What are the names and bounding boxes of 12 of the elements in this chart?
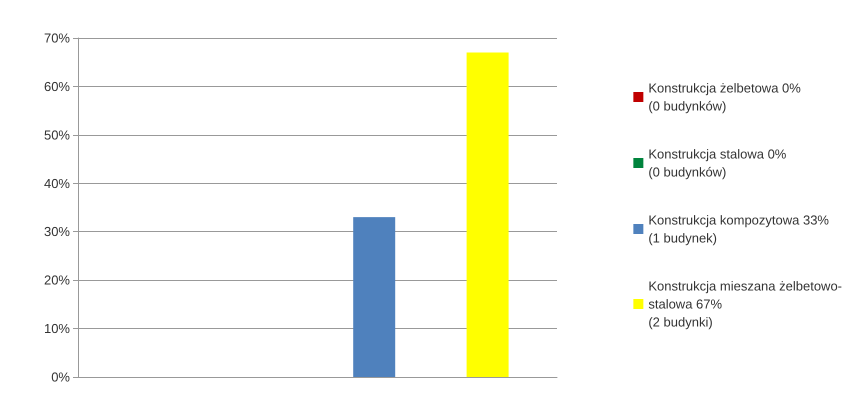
y-tick-label: 0% [51, 370, 70, 384]
y-tick-label: 30% [44, 224, 70, 240]
y-tick-label: 10% [44, 321, 70, 336]
y-tick-label: 60% [44, 78, 70, 94]
legend-label: Konstrukcja stalowa 0% (0 budynków) [648, 146, 787, 180]
y-tick-label: 40% [44, 176, 70, 191]
legend-label: Konstrukcja mieszana żelbetowo- stalowa 67% (2 budynki) [648, 278, 842, 330]
y-tick-label: 50% [44, 127, 70, 142]
legend-label: Konstrukcja żelbetowa 0% (0 budynków) [648, 80, 802, 114]
legend-label: Konstrukcja kompozytowa 33% (1 budynek) [648, 212, 830, 246]
y-tick-label: 20% [44, 272, 70, 288]
y-tick-label: 70% [44, 30, 70, 46]
